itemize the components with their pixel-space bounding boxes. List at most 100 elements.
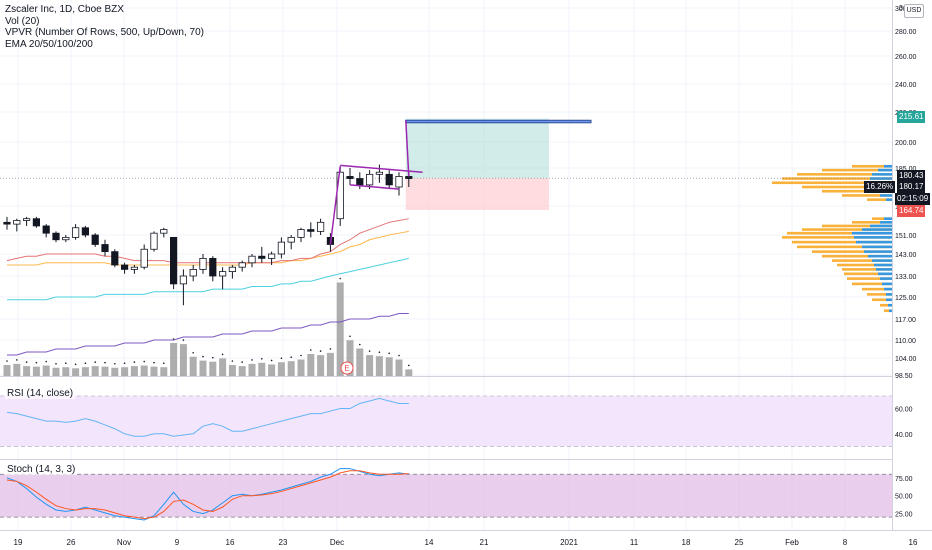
volume-bar bbox=[238, 366, 246, 376]
volume-bar bbox=[3, 365, 11, 376]
volume-marker-dot bbox=[368, 350, 371, 352]
volume-bar bbox=[346, 340, 354, 376]
volume-marker-dot bbox=[270, 359, 273, 362]
vpvr-up-bar bbox=[832, 259, 892, 262]
volume-bar bbox=[248, 363, 256, 376]
ema50-line bbox=[7, 230, 409, 266]
time-axis-label: 23 bbox=[279, 538, 288, 547]
ema-indicator-label[interactable]: EMA 20/50/100/200 bbox=[5, 38, 93, 50]
price-axis-label: 104.00 bbox=[895, 356, 917, 363]
candle-body bbox=[346, 176, 354, 179]
vpvr-up-bar bbox=[847, 277, 892, 280]
vpvr-down-bar bbox=[874, 263, 892, 267]
vpvr-indicator-label[interactable]: VPVR (Number Of Rows, 500, Up/Down, 70) bbox=[5, 27, 204, 38]
candle-body bbox=[150, 232, 158, 250]
volume-marker-dot bbox=[202, 355, 204, 358]
candle-body bbox=[111, 251, 119, 266]
price-axis-label: 200.00 bbox=[895, 140, 917, 147]
time-axis-label: 25 bbox=[735, 538, 744, 547]
currency-button[interactable]: USD bbox=[904, 4, 924, 18]
candle-body bbox=[395, 176, 403, 188]
candle-body bbox=[160, 229, 168, 234]
volume-bar bbox=[72, 368, 80, 376]
candle-body bbox=[13, 220, 21, 225]
vpvr-down-bar bbox=[882, 282, 892, 286]
volume-marker-dot bbox=[94, 361, 96, 363]
vpvr-up-bar bbox=[872, 217, 892, 220]
vpvr-down-bar bbox=[852, 231, 892, 235]
time-axis-label: 18 bbox=[682, 538, 691, 547]
volume-marker-dot bbox=[408, 364, 410, 367]
candle-body bbox=[218, 271, 227, 277]
earnings-circle bbox=[340, 361, 354, 375]
volume-marker-dot bbox=[231, 360, 234, 362]
time-axis-label: 11 bbox=[630, 538, 639, 547]
volume-bar bbox=[219, 358, 227, 376]
vpvr-up-bar bbox=[867, 198, 892, 201]
volume-marker-dot bbox=[241, 361, 243, 363]
price-axis-label: 260.00 bbox=[895, 54, 917, 61]
candle-body bbox=[22, 218, 31, 221]
rsi-pane-label[interactable]: RSI (14, close) bbox=[5, 388, 76, 399]
vpvr-up-bar bbox=[797, 245, 892, 249]
candle-body bbox=[267, 253, 276, 259]
volume-bar bbox=[42, 365, 50, 376]
candle-body bbox=[356, 178, 364, 186]
position-stop-zone bbox=[405, 178, 549, 211]
volume-marker-dot bbox=[251, 359, 253, 361]
rsi-line bbox=[6, 397, 409, 437]
volume-marker-dot bbox=[319, 350, 322, 352]
candle-body bbox=[130, 266, 138, 270]
vpvr-up-bar bbox=[880, 303, 892, 307]
volume-marker-dot bbox=[349, 335, 351, 338]
price-axis-label: 240.00 bbox=[895, 82, 917, 89]
volume-bar bbox=[62, 367, 70, 376]
volume-marker-dot bbox=[212, 356, 214, 359]
price-axis-label: 110.00 bbox=[895, 338, 916, 345]
volume-bar bbox=[317, 355, 325, 376]
last-price-tag: 180.43 bbox=[897, 170, 926, 182]
vpvr-down-bar bbox=[880, 221, 892, 224]
price-axis-label: 98.50 bbox=[895, 373, 913, 380]
volume-bar bbox=[179, 344, 187, 376]
candle-body bbox=[307, 229, 315, 232]
vpvr-up-bar bbox=[844, 272, 892, 276]
volume-bar bbox=[268, 364, 276, 376]
vpvr-down-bar bbox=[886, 298, 892, 302]
volume-bar bbox=[91, 366, 99, 376]
volume-bar bbox=[277, 362, 285, 376]
candle-body bbox=[140, 248, 148, 268]
symbol-title[interactable]: Zscaler Inc, 1D, Cboe BZX bbox=[5, 4, 124, 15]
vpvr-down-bar bbox=[884, 164, 892, 168]
candle-body bbox=[72, 227, 80, 238]
vpvr-down-bar bbox=[878, 272, 892, 276]
vpvr-up-bar bbox=[797, 173, 892, 176]
volume-bar bbox=[326, 352, 334, 376]
vpvr-down-bar bbox=[864, 250, 892, 253]
candle-body bbox=[199, 257, 207, 270]
stoch-band bbox=[0, 474, 892, 518]
volume-bar bbox=[336, 282, 344, 376]
vpvr-down-bar bbox=[880, 277, 892, 280]
volume-marker-dot bbox=[84, 362, 87, 365]
stoch-pane-label[interactable]: Stoch (14, 3, 3) bbox=[5, 464, 78, 475]
volume-bar bbox=[160, 367, 168, 376]
volume-marker-dot bbox=[388, 352, 391, 355]
volume-bar bbox=[199, 360, 207, 376]
vpvr-up-bar bbox=[822, 189, 892, 193]
volume-marker-dot bbox=[114, 362, 116, 365]
candle-body bbox=[81, 227, 89, 236]
vpvr-down-bar bbox=[868, 254, 892, 258]
vpvr-up-bar bbox=[852, 282, 892, 286]
volume-bar bbox=[121, 367, 129, 376]
candle-body bbox=[277, 241, 286, 255]
vpvr-down-bar bbox=[880, 194, 892, 197]
vol-indicator-label[interactable]: Vol (20) bbox=[5, 15, 40, 27]
time-axis-label: Dec bbox=[330, 538, 344, 547]
volume-bar bbox=[297, 359, 305, 376]
candle-body bbox=[248, 255, 256, 264]
volume-marker-dot bbox=[310, 349, 312, 351]
candle-body bbox=[375, 171, 384, 175]
vpvr-down-bar bbox=[886, 198, 892, 201]
